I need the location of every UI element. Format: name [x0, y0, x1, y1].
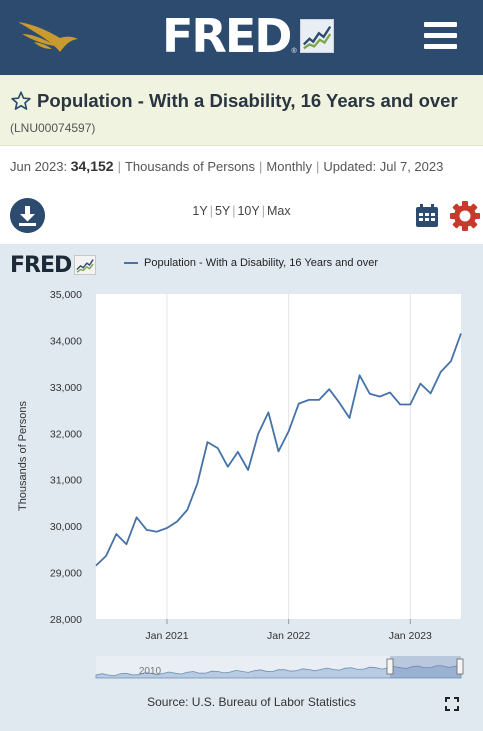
y-tick-label: 34,000: [50, 335, 82, 347]
legend-line-swatch: [124, 262, 138, 264]
hamburger-menu-icon[interactable]: [420, 18, 460, 54]
gear-icon[interactable]: [449, 200, 481, 232]
y-tick-label: 33,000: [50, 382, 82, 394]
range-navigator[interactable]: 2010: [95, 656, 464, 679]
x-tick-label: Jan 2021: [145, 630, 188, 642]
units-text: Thousands of Persons: [124, 159, 256, 174]
y-tick-label: 30,000: [50, 521, 82, 533]
x-tick-label: Jan 2023: [389, 630, 432, 642]
y-tick-label: 31,000: [50, 475, 82, 487]
series-title-block: Population - With a Disability, 16 Years…: [10, 88, 480, 141]
y-tick-label: 35,000: [50, 289, 82, 301]
range-10y[interactable]: 10Y: [237, 204, 260, 218]
header-bar: FRED ®: [0, 0, 483, 75]
series-line[interactable]: [95, 333, 462, 567]
obs-value: 34,152: [70, 158, 114, 174]
series-id: (LNU00074597): [10, 121, 96, 135]
logo-chart-icon: [299, 19, 334, 53]
y-axis-label: Thousands of Persons: [17, 400, 29, 511]
chart-panel: FRED Population - With a Disability, 16 …: [0, 244, 483, 731]
fullscreen-icon[interactable]: [445, 697, 459, 711]
chart-source: Source: U.S. Bureau of Labor Statistics: [147, 695, 356, 709]
obs-date: Jun 2023:: [10, 159, 68, 174]
calendar-icon[interactable]: [415, 204, 439, 228]
date-range-selector: 1Y | 5Y | 10Y | Max: [192, 204, 291, 218]
chart-legend[interactable]: Population - With a Disability, 16 Years…: [124, 257, 378, 269]
frequency-text: Monthly: [266, 159, 312, 174]
series-meta: Jun 2023: 34,152 | Thousands of Persons | Mo…: [10, 158, 444, 174]
updated-date: Jul 7, 2023: [379, 159, 444, 174]
navigator-area: [95, 664, 462, 679]
chart-fred-logo-text: FRED: [10, 252, 72, 278]
range-5y[interactable]: 5Y: [214, 204, 231, 218]
chart-fred-logo: FRED: [10, 252, 97, 278]
y-tick-label: 28,000: [50, 614, 82, 626]
y-tick-label: 29,000: [50, 568, 82, 580]
range-1y[interactable]: 1Y: [192, 204, 208, 218]
updated-label: Updated:: [323, 159, 377, 174]
navigator-selection[interactable]: [390, 656, 461, 678]
navigator-handle-right[interactable]: [456, 658, 464, 675]
series-title: Population - With a Disability, 16 Years…: [37, 90, 458, 111]
plot-area: [96, 294, 461, 619]
range-max[interactable]: Max: [266, 204, 291, 218]
navigator-year-label: 2010: [139, 666, 162, 677]
y-tick-label: 32,000: [50, 428, 82, 440]
series-title-band: [0, 75, 483, 146]
download-icon[interactable]: [10, 198, 45, 233]
star-favorite-icon[interactable]: [10, 90, 32, 112]
legend-label: Population - With a Disability, 16 Years…: [144, 257, 378, 269]
fred-logo[interactable]: FRED ®: [162, 12, 334, 60]
chart-logo-icon: [74, 255, 97, 275]
line-chart[interactable]: 28,000 29,000 30,000 31,000 32,000 33,000 34,0…: [0, 244, 483, 694]
registered-mark: ®: [291, 47, 297, 55]
x-tick-label: Jan 2022: [267, 630, 310, 642]
navigator-handle-left[interactable]: [386, 658, 394, 675]
eagle-logo-icon[interactable]: [16, 14, 80, 56]
fred-logo-text: FRED: [162, 9, 292, 63]
